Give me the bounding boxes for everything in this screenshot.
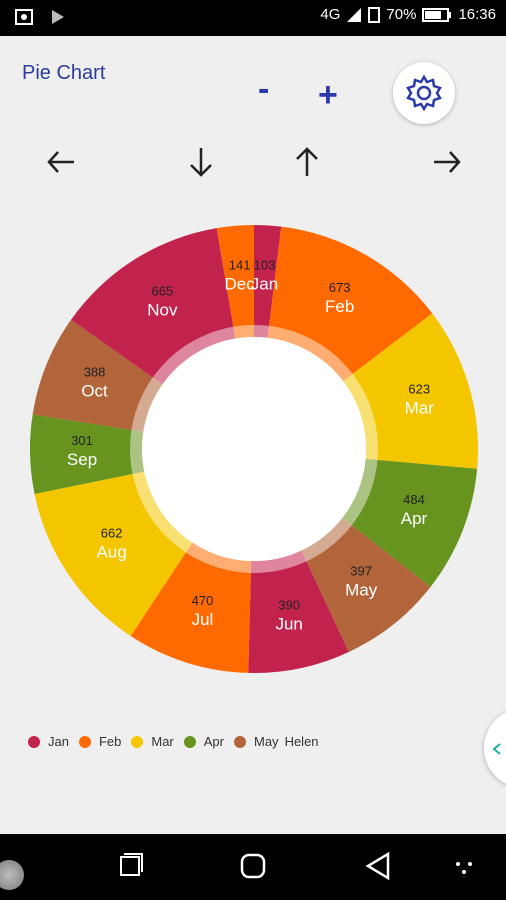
pie-value-label: 470 bbox=[192, 593, 214, 608]
pie-value-label: 665 bbox=[152, 283, 174, 298]
legend-dot-feb bbox=[78, 735, 91, 748]
pie-slice-sep[interactable] bbox=[29, 414, 145, 495]
pie-category-label: Sep bbox=[67, 450, 97, 469]
pie-slice-jul[interactable] bbox=[130, 542, 252, 673]
pie-value-label: 662 bbox=[101, 525, 123, 540]
legend-item-jan: Jan bbox=[28, 734, 69, 749]
sim-icon bbox=[368, 6, 381, 23]
navigation-bar bbox=[0, 834, 506, 900]
pie-value-label: 388 bbox=[84, 364, 106, 379]
pie-category-label: Mar bbox=[405, 398, 435, 417]
legend-label-feb: Feb bbox=[98, 734, 122, 749]
pie-category-label: Feb bbox=[325, 297, 354, 316]
pie-category-label: Nov bbox=[147, 300, 178, 319]
pie-value-label: 390 bbox=[278, 597, 300, 612]
pie-value-label: 141 bbox=[229, 258, 251, 273]
pie-slice-feb[interactable] bbox=[267, 226, 433, 382]
back-icon[interactable] bbox=[360, 848, 396, 884]
pie-slice-jun[interactable] bbox=[248, 550, 349, 673]
legend-extra-label: Helen bbox=[284, 734, 319, 749]
legend-dot-may bbox=[234, 735, 246, 748]
floating-bubble[interactable] bbox=[0, 860, 24, 890]
legend: Jan Feb Mar Apr May Helen bbox=[28, 734, 319, 749]
arrow-right-icon[interactable] bbox=[428, 144, 464, 180]
legend-label-may: May bbox=[254, 734, 279, 749]
pie-value-label: 397 bbox=[350, 564, 372, 579]
arrow-left-icon[interactable] bbox=[44, 144, 80, 180]
pie-category-label: Jul bbox=[192, 610, 214, 629]
pie-slice-jan[interactable] bbox=[254, 225, 282, 338]
status-bar: 4G 70% 16:36 bbox=[0, 0, 506, 36]
pie-chart[interactable]: 103 Jan 673 Feb 623 Mar 484 Apr 397 May 390 Jun 470 J… bbox=[0, 216, 506, 686]
settings-button[interactable] bbox=[393, 62, 455, 124]
legend-dot-apr bbox=[183, 735, 196, 748]
decrease-button[interactable]: - bbox=[258, 70, 270, 108]
side-drawer-handle[interactable] bbox=[484, 708, 506, 788]
signal-icon bbox=[347, 7, 362, 22]
pie-slice-aug[interactable] bbox=[34, 471, 193, 636]
battery-percent: 70% bbox=[386, 6, 417, 23]
pie-value-label: 623 bbox=[408, 381, 430, 396]
chevron-left-icon bbox=[492, 743, 501, 755]
legend-label-mar: Mar bbox=[151, 734, 174, 749]
clock: 16:36 bbox=[458, 6, 496, 23]
pie-category-label: Dec bbox=[225, 275, 256, 294]
page-title: Pie Chart bbox=[22, 62, 106, 84]
home-icon[interactable] bbox=[235, 848, 271, 884]
legend-dot-mar bbox=[131, 735, 144, 748]
pie-value-label: 484 bbox=[403, 492, 425, 507]
pie-value-label: 301 bbox=[71, 433, 93, 448]
pie-slice-oct[interactable] bbox=[32, 319, 163, 432]
pie-category-label: Apr bbox=[401, 509, 428, 528]
pie-category-label: May bbox=[345, 581, 378, 600]
legend-item-mar: Mar bbox=[131, 734, 174, 749]
recent-apps-icon[interactable] bbox=[112, 848, 148, 884]
gear-icon bbox=[406, 74, 442, 112]
pie-value-label: 103 bbox=[254, 257, 276, 272]
arrow-up-icon[interactable] bbox=[289, 144, 325, 180]
legend-item-feb: Feb bbox=[78, 734, 122, 749]
arrow-down-icon[interactable] bbox=[183, 144, 219, 180]
increase-button[interactable]: + bbox=[318, 76, 338, 114]
pie-slice-may[interactable] bbox=[301, 517, 431, 652]
pie-slice-nov[interactable] bbox=[71, 228, 236, 385]
network-label: 4G bbox=[320, 6, 341, 23]
legend-item-apr: Apr bbox=[183, 734, 224, 749]
legend-item-may: May bbox=[234, 734, 279, 749]
pie-category-label: Aug bbox=[96, 542, 126, 561]
battery-icon bbox=[422, 7, 452, 22]
screenshot-icon bbox=[15, 9, 33, 25]
legend-dot-jan bbox=[28, 735, 40, 748]
play-icon bbox=[52, 10, 64, 24]
pie-value-label: 673 bbox=[329, 280, 351, 295]
pie-category-label: Oct bbox=[81, 381, 108, 400]
more-icon[interactable] bbox=[446, 848, 482, 884]
app-content: Pie Chart - + 103 Jan 673 Feb 623 Mar 484 Apr 39… bbox=[0, 36, 506, 834]
pie-category-label: Jun bbox=[275, 614, 302, 633]
legend-label-jan: Jan bbox=[48, 734, 69, 749]
pie-slice-apr[interactable] bbox=[342, 458, 478, 587]
pie-category-label: Jan bbox=[251, 274, 278, 293]
pie-slice-dec[interactable] bbox=[216, 225, 254, 339]
pie-slice-mar[interactable] bbox=[343, 313, 479, 469]
legend-label-apr: Apr bbox=[203, 734, 224, 749]
